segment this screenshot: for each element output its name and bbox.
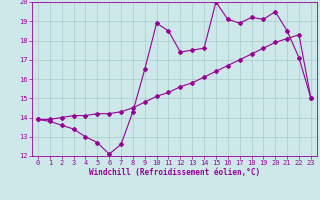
X-axis label: Windchill (Refroidissement éolien,°C): Windchill (Refroidissement éolien,°C) [89, 168, 260, 177]
